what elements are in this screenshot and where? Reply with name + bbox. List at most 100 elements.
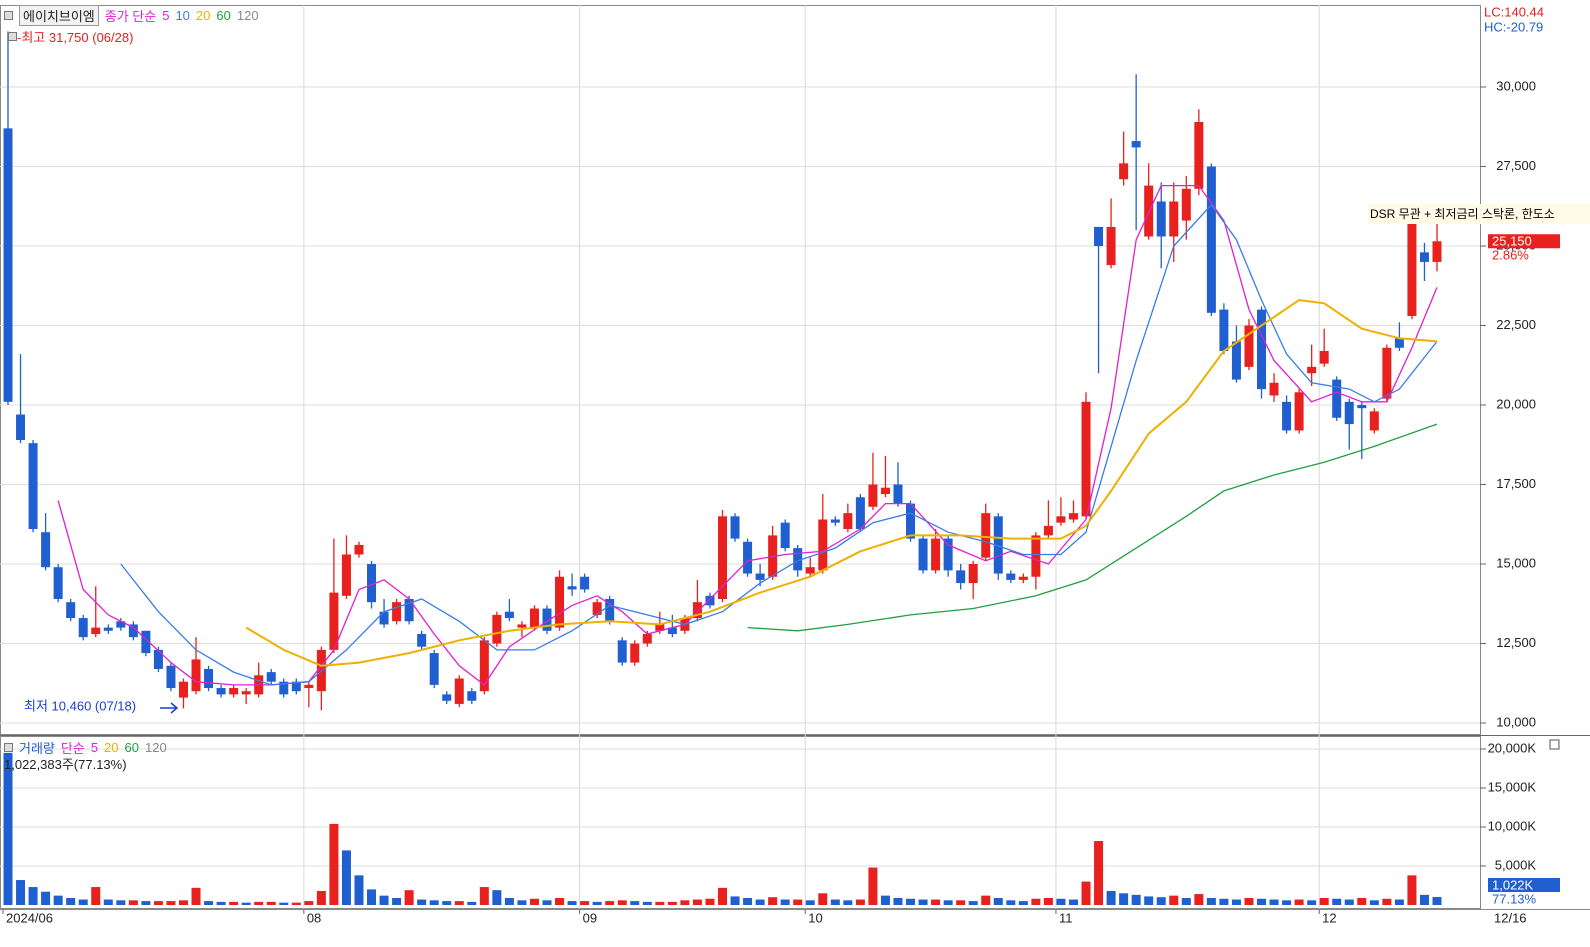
candle-body bbox=[341, 554, 351, 596]
volume-bar bbox=[329, 823, 339, 905]
candle-body bbox=[1257, 309, 1267, 390]
volume-bar bbox=[216, 901, 226, 905]
volume-bar bbox=[316, 890, 326, 905]
volume-bar bbox=[367, 889, 377, 905]
ratio-label: 77.13% bbox=[1492, 891, 1537, 906]
candle-body bbox=[492, 614, 502, 644]
candle-body bbox=[429, 653, 439, 685]
candle-body bbox=[981, 513, 991, 558]
candle-body bbox=[1194, 121, 1204, 189]
candle-body bbox=[968, 564, 978, 584]
candle-body bbox=[868, 484, 878, 507]
candle-body bbox=[655, 624, 665, 631]
candle-body bbox=[542, 608, 552, 631]
candle-body bbox=[279, 681, 289, 695]
volume-bar bbox=[1282, 900, 1292, 905]
volume-bar bbox=[1344, 899, 1354, 905]
volume-bar bbox=[379, 895, 389, 905]
candle-body bbox=[1169, 201, 1179, 237]
candle-body bbox=[1407, 223, 1417, 316]
volume-bar bbox=[1144, 896, 1154, 905]
candle-body bbox=[555, 576, 565, 628]
candle-body bbox=[241, 691, 251, 695]
volume-bar bbox=[718, 887, 727, 905]
candle-body bbox=[893, 484, 903, 504]
y-tick-label: 22,500 bbox=[1496, 317, 1536, 332]
change-label: 2.86% bbox=[1492, 248, 1529, 263]
candle-body bbox=[417, 633, 427, 647]
y-tick-label: 20,000 bbox=[1496, 396, 1536, 411]
candle-body bbox=[918, 538, 928, 571]
volume-bar bbox=[517, 900, 527, 905]
candle-body bbox=[1131, 141, 1141, 148]
candle-body bbox=[354, 544, 364, 555]
volume-bar bbox=[103, 899, 113, 905]
volume-bar bbox=[906, 898, 916, 905]
volume-bar bbox=[241, 902, 251, 905]
volume-bar bbox=[768, 897, 778, 905]
y-tick-label: 20,000K bbox=[1488, 740, 1537, 755]
legend-item: 20 bbox=[195, 8, 211, 23]
volume-bar bbox=[166, 901, 176, 905]
candle-body bbox=[1181, 188, 1191, 221]
volume-bar bbox=[542, 900, 552, 905]
volume-legend: 거래량 단순 5 20 60 120 bbox=[4, 738, 167, 757]
volume-label: 1,022K bbox=[1492, 877, 1534, 892]
volume-bar bbox=[153, 901, 163, 905]
candle-body bbox=[617, 640, 627, 663]
candle-body bbox=[1094, 226, 1104, 247]
volume-bar bbox=[943, 900, 953, 905]
legend-item: 60 bbox=[124, 740, 139, 755]
candle-body bbox=[141, 630, 151, 654]
candle-body bbox=[78, 618, 88, 638]
candle-body bbox=[529, 608, 539, 628]
candle-body bbox=[442, 694, 452, 701]
volume-bar bbox=[1119, 893, 1129, 905]
candle-body bbox=[1106, 226, 1116, 266]
candle-body bbox=[1294, 392, 1304, 431]
marks bbox=[3, 31, 1442, 905]
volume-bar bbox=[555, 897, 565, 905]
y-tick-label: 30,000 bbox=[1496, 78, 1536, 93]
volume-bar bbox=[492, 890, 502, 905]
volume-bar bbox=[730, 896, 740, 905]
volume-bar bbox=[291, 902, 301, 905]
volume-bar bbox=[855, 899, 865, 905]
candle-body bbox=[830, 519, 840, 523]
candle-body bbox=[504, 611, 514, 619]
candle-body bbox=[580, 576, 590, 590]
candle-body bbox=[367, 564, 377, 603]
candle-body bbox=[642, 633, 652, 644]
volume-bar bbox=[1018, 901, 1028, 905]
volume-summary: 1,022,383주(77.13%) bbox=[4, 757, 127, 772]
y-tick-label: 10,000K bbox=[1488, 818, 1537, 833]
candle-body bbox=[216, 688, 226, 695]
current-date: 12/16 bbox=[1494, 910, 1527, 925]
candle-body bbox=[41, 532, 51, 568]
panel-button[interactable] bbox=[1549, 739, 1560, 750]
indicator-lc: LC:140.44 bbox=[1484, 4, 1544, 19]
candle-body bbox=[630, 643, 640, 663]
volume-bar bbox=[404, 890, 414, 905]
volume-bar bbox=[66, 897, 76, 905]
candle-body bbox=[128, 624, 138, 638]
volume-bar bbox=[1031, 898, 1041, 905]
news-ticker[interactable]: DSR 무관 + 최저금리 스탁론, 한도소 bbox=[1368, 204, 1590, 224]
volume-bar bbox=[1332, 898, 1342, 905]
volume-bar bbox=[993, 897, 1003, 905]
volume-bar bbox=[454, 901, 464, 905]
stock-name[interactable]: 에이치브이엠 bbox=[19, 5, 99, 26]
grid-icon[interactable] bbox=[8, 32, 17, 41]
volume-bar bbox=[680, 900, 690, 905]
candle-body bbox=[880, 487, 890, 495]
candle-body bbox=[780, 522, 790, 549]
volume-bar bbox=[229, 901, 239, 905]
volume-bar bbox=[1231, 899, 1241, 905]
volume-bar bbox=[204, 901, 214, 905]
y-tick-label: 10,000 bbox=[1496, 714, 1536, 729]
legend-label: 단순 bbox=[60, 741, 85, 756]
volume-bar bbox=[266, 901, 276, 905]
volume-bar bbox=[442, 901, 452, 905]
volume-bar bbox=[1269, 899, 1279, 905]
